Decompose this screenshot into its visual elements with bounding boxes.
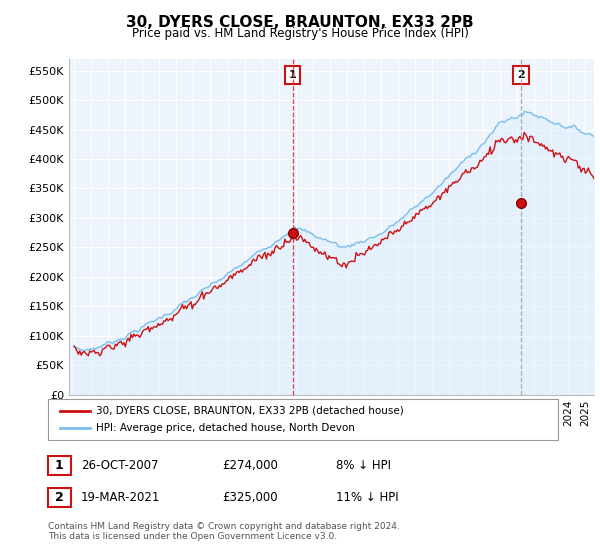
Text: Contains HM Land Registry data © Crown copyright and database right 2024.
This d: Contains HM Land Registry data © Crown c…	[48, 522, 400, 542]
Text: 19-MAR-2021: 19-MAR-2021	[81, 491, 160, 504]
Text: 11% ↓ HPI: 11% ↓ HPI	[336, 491, 398, 504]
Text: £325,000: £325,000	[222, 491, 278, 504]
Text: 1: 1	[289, 69, 296, 80]
Text: 26-OCT-2007: 26-OCT-2007	[81, 459, 158, 473]
Text: 8% ↓ HPI: 8% ↓ HPI	[336, 459, 391, 473]
Text: 1: 1	[55, 459, 64, 473]
Text: HPI: Average price, detached house, North Devon: HPI: Average price, detached house, Nort…	[96, 423, 355, 433]
Text: 2: 2	[55, 491, 64, 504]
Text: £274,000: £274,000	[222, 459, 278, 473]
Text: 30, DYERS CLOSE, BRAUNTON, EX33 2PB: 30, DYERS CLOSE, BRAUNTON, EX33 2PB	[126, 15, 474, 30]
Text: 30, DYERS CLOSE, BRAUNTON, EX33 2PB (detached house): 30, DYERS CLOSE, BRAUNTON, EX33 2PB (det…	[96, 405, 404, 416]
Text: 2: 2	[517, 69, 525, 80]
Text: Price paid vs. HM Land Registry's House Price Index (HPI): Price paid vs. HM Land Registry's House …	[131, 27, 469, 40]
